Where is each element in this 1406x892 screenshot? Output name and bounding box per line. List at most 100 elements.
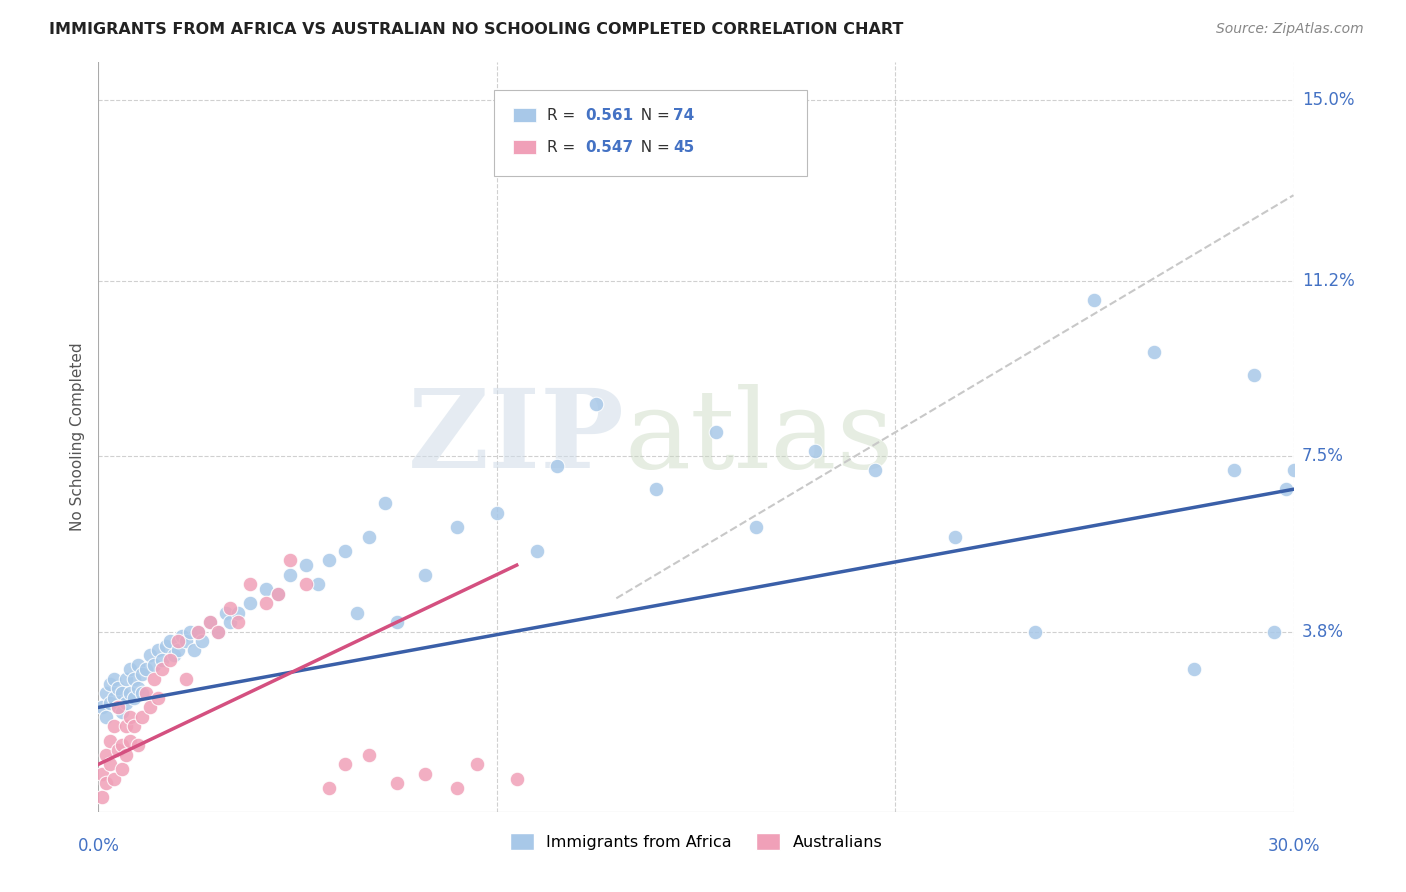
Point bbox=[98, 757, 122, 772]
Point bbox=[124, 690, 146, 705]
Point bbox=[318, 553, 340, 567]
Point bbox=[374, 496, 396, 510]
Point bbox=[239, 577, 262, 591]
Point bbox=[318, 780, 340, 795]
Point bbox=[143, 657, 166, 672]
Point bbox=[183, 643, 205, 657]
Point bbox=[115, 719, 138, 733]
Text: 15.0%: 15.0% bbox=[1302, 91, 1354, 110]
Point bbox=[1274, 482, 1296, 496]
Point bbox=[219, 600, 242, 615]
Point bbox=[385, 615, 409, 629]
Text: N =: N = bbox=[631, 108, 675, 122]
Point bbox=[98, 676, 122, 690]
Point bbox=[107, 700, 129, 714]
Point bbox=[526, 544, 548, 558]
Text: 74: 74 bbox=[673, 108, 695, 122]
Point bbox=[207, 624, 229, 639]
Text: 11.2%: 11.2% bbox=[1302, 271, 1354, 290]
Point bbox=[226, 615, 249, 629]
Point bbox=[131, 667, 153, 681]
Text: 7.5%: 7.5% bbox=[1302, 447, 1344, 465]
Point bbox=[207, 624, 229, 639]
Point bbox=[107, 681, 129, 696]
Point bbox=[179, 624, 201, 639]
Point bbox=[226, 606, 249, 620]
Point bbox=[187, 624, 209, 639]
Point bbox=[103, 690, 125, 705]
Point bbox=[385, 776, 409, 790]
Point bbox=[546, 458, 568, 473]
Point bbox=[172, 629, 194, 643]
Point bbox=[120, 710, 142, 724]
Point bbox=[159, 634, 181, 648]
Point bbox=[96, 747, 118, 762]
Point bbox=[103, 772, 125, 786]
Point bbox=[148, 643, 170, 657]
Point bbox=[191, 634, 214, 648]
Point bbox=[131, 710, 153, 724]
Point bbox=[115, 672, 138, 686]
Point bbox=[215, 606, 238, 620]
Text: IMMIGRANTS FROM AFRICA VS AUSTRALIAN NO SCHOOLING COMPLETED CORRELATION CHART: IMMIGRANTS FROM AFRICA VS AUSTRALIAN NO … bbox=[49, 22, 904, 37]
Point bbox=[745, 520, 768, 534]
Point bbox=[107, 700, 129, 714]
Point bbox=[150, 663, 173, 677]
Text: R =: R = bbox=[547, 140, 581, 154]
Text: 0.547: 0.547 bbox=[585, 140, 633, 154]
Point bbox=[294, 577, 316, 591]
Point bbox=[278, 553, 301, 567]
Point bbox=[124, 719, 146, 733]
Point bbox=[1263, 624, 1285, 639]
Point bbox=[254, 596, 277, 610]
Point bbox=[96, 710, 118, 724]
Point bbox=[91, 700, 114, 714]
Point bbox=[120, 663, 142, 677]
Text: 0.561: 0.561 bbox=[585, 108, 633, 122]
Point bbox=[103, 672, 125, 686]
Point bbox=[359, 747, 381, 762]
Point bbox=[111, 762, 134, 776]
Point bbox=[163, 648, 186, 663]
Point bbox=[359, 530, 381, 544]
Point bbox=[120, 733, 142, 747]
Point bbox=[111, 739, 134, 753]
Point bbox=[1282, 463, 1305, 477]
Point bbox=[865, 463, 887, 477]
Point bbox=[139, 648, 162, 663]
Point bbox=[1243, 368, 1265, 383]
Point bbox=[198, 615, 221, 629]
Point bbox=[943, 530, 966, 544]
Point bbox=[645, 482, 668, 496]
Point bbox=[585, 397, 607, 411]
Point bbox=[485, 506, 508, 520]
Point bbox=[346, 606, 368, 620]
Point bbox=[239, 596, 262, 610]
Point bbox=[267, 586, 290, 600]
Point bbox=[96, 776, 118, 790]
Text: 45: 45 bbox=[673, 140, 695, 154]
Point bbox=[1083, 293, 1105, 307]
Text: N =: N = bbox=[631, 140, 675, 154]
Point bbox=[103, 719, 125, 733]
Point bbox=[127, 739, 149, 753]
Point bbox=[1024, 624, 1046, 639]
Point bbox=[96, 686, 118, 700]
Text: atlas: atlas bbox=[624, 384, 894, 491]
Point bbox=[127, 657, 149, 672]
Point bbox=[98, 733, 122, 747]
Point bbox=[294, 558, 316, 573]
Point bbox=[267, 586, 290, 600]
Point bbox=[174, 634, 197, 648]
Point bbox=[91, 790, 114, 805]
Text: ZIP: ZIP bbox=[408, 384, 624, 491]
Point bbox=[135, 686, 157, 700]
Point bbox=[1182, 663, 1205, 677]
Text: 3.8%: 3.8% bbox=[1302, 623, 1344, 640]
Point bbox=[111, 705, 134, 719]
Text: Source: ZipAtlas.com: Source: ZipAtlas.com bbox=[1216, 22, 1364, 37]
Point bbox=[174, 672, 197, 686]
Text: 30.0%: 30.0% bbox=[1267, 837, 1320, 855]
Point bbox=[148, 690, 170, 705]
Point bbox=[219, 615, 242, 629]
